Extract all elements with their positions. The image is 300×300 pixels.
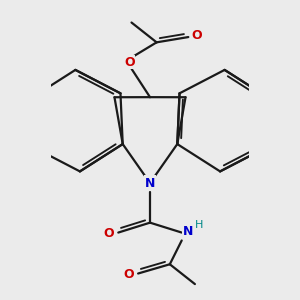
Text: O: O [192,28,202,42]
Text: O: O [104,227,114,240]
Text: N: N [145,176,155,190]
Text: O: O [124,268,134,281]
Text: N: N [183,225,194,238]
Text: H: H [195,220,204,230]
Text: O: O [124,56,135,69]
